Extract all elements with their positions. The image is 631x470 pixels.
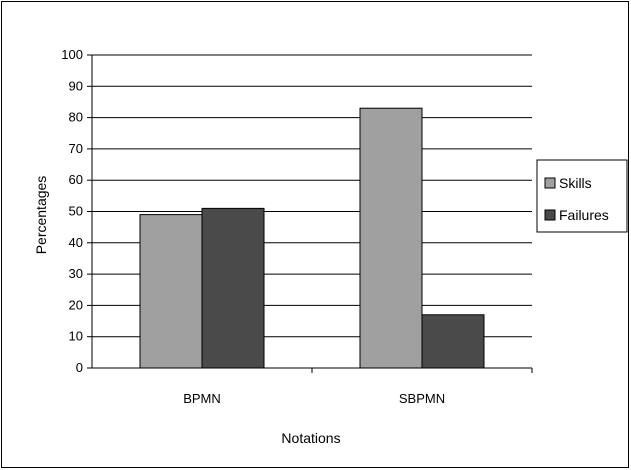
bar-failures-sbpmn: [421, 314, 485, 369]
y-tick-label: 70: [69, 141, 83, 156]
y-tick-label: 50: [69, 204, 83, 219]
legend-swatch-failures: [544, 209, 556, 221]
y-tick-label: 30: [69, 266, 83, 281]
axes: [87, 54, 533, 373]
y-tick-label: 90: [69, 78, 83, 93]
y-tick-label: 100: [61, 47, 83, 62]
y-axis-label: Percentages: [33, 176, 49, 255]
y-tick-labels: 0 10 20 30 40 50 60 70 80 90 100: [61, 47, 83, 375]
bar-skills-bpmn: [139, 214, 203, 369]
y-tick-label: 20: [69, 297, 83, 312]
y-tick-label: 40: [69, 235, 83, 250]
legend-label-failures: Failures: [559, 207, 609, 223]
y-tick-label: 80: [69, 110, 83, 125]
x-category-label: SBPMN: [399, 391, 445, 406]
x-category-label: BPMN: [183, 391, 221, 406]
bar-failures-bpmn: [201, 207, 265, 369]
y-tick-label: 10: [69, 329, 83, 344]
bars: [139, 107, 485, 369]
legend-label-skills: Skills: [559, 175, 592, 191]
y-tick-label: 0: [76, 360, 83, 375]
x-axis-label: Notations: [281, 430, 340, 446]
legend: Skills Failures: [536, 159, 628, 233]
y-tick-label: 60: [69, 172, 83, 187]
legend-swatch-skills: [544, 177, 556, 189]
bar-skills-sbpmn: [359, 107, 423, 369]
x-category-labels: BPMN SBPMN: [183, 391, 445, 406]
